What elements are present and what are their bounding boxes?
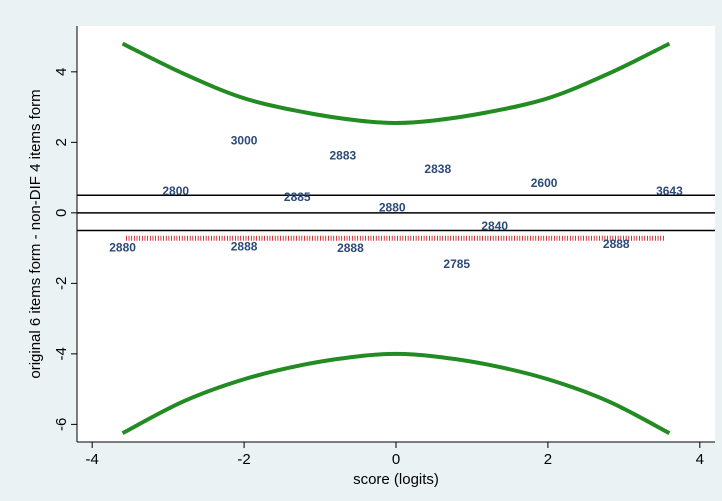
lower-bound-curve xyxy=(121,351,671,435)
data-point-label: 2885 xyxy=(284,190,311,204)
y-tick-label: 0 xyxy=(53,209,70,217)
x-axis-title: score (logits) xyxy=(353,471,439,488)
upper-bound-curve xyxy=(121,41,671,125)
x-tick-label: -4 xyxy=(86,451,99,468)
y-tick-label: -6 xyxy=(53,418,70,431)
data-point-label: 2888 xyxy=(603,237,630,251)
data-point-label: 2888 xyxy=(231,239,258,253)
x-tick-label: 0 xyxy=(392,451,400,468)
x-tick-label: 4 xyxy=(696,451,704,468)
x-tick-label: -2 xyxy=(237,451,250,468)
data-point-label: 2888 xyxy=(337,241,364,255)
y-axis-title: original 6 items form - non-DIF 4 items … xyxy=(27,89,44,378)
data-point-label: 2880 xyxy=(379,201,406,215)
data-point-label: 2600 xyxy=(531,176,558,190)
data-point-label: 3643 xyxy=(656,184,683,198)
data-point-label: 2880 xyxy=(109,240,136,254)
data-point-label: 2785 xyxy=(443,257,470,271)
y-tick-label: -4 xyxy=(53,347,70,360)
data-point-label: 3000 xyxy=(231,134,258,148)
data-point-label: 2883 xyxy=(329,149,356,163)
data-point-label: 2840 xyxy=(481,219,508,233)
y-tick-label: 4 xyxy=(53,68,70,76)
data-point-label: 2800 xyxy=(162,184,189,198)
y-tick-label: -2 xyxy=(53,277,70,290)
data-point-label: 2838 xyxy=(424,162,451,176)
plot-area xyxy=(77,26,715,442)
y-tick-label: 2 xyxy=(53,138,70,146)
x-tick-label: 2 xyxy=(544,451,552,468)
